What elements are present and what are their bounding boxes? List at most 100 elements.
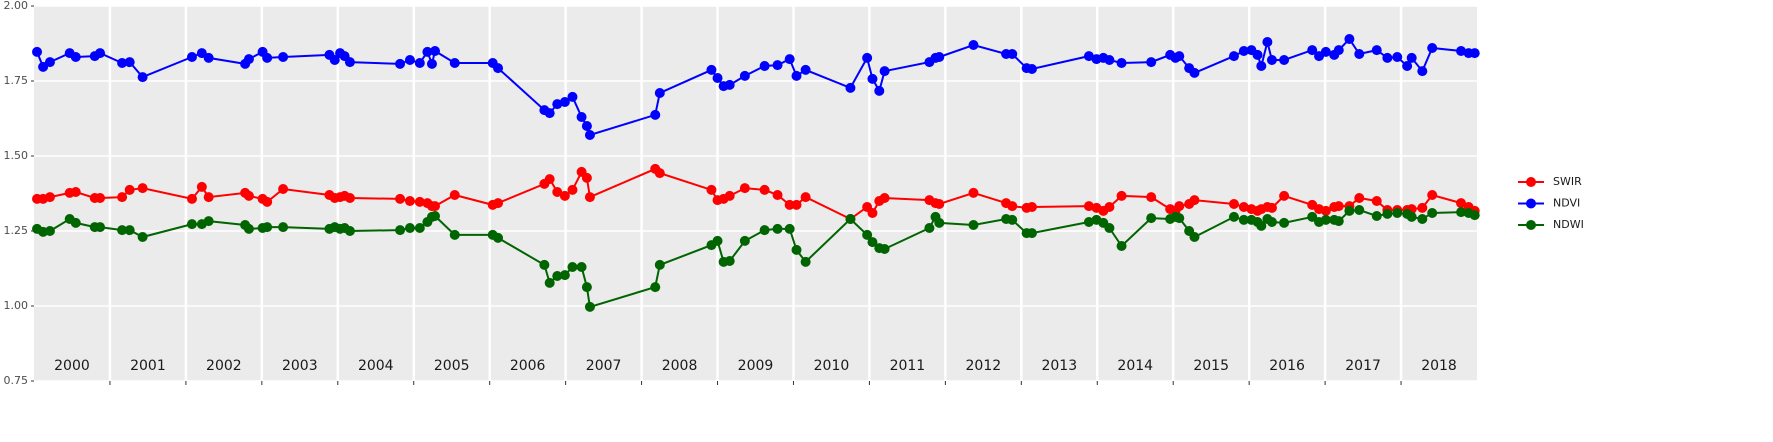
data-point: [1228, 199, 1239, 209]
legend-label: SWIR: [1553, 175, 1582, 188]
data-point: [1469, 210, 1480, 221]
data-point: [430, 211, 441, 221]
data-point: [739, 70, 750, 81]
data-point: [278, 52, 289, 62]
data-point: [791, 70, 802, 81]
data-point: [584, 130, 595, 140]
data-point: [784, 54, 795, 65]
data-point: [426, 58, 437, 69]
data-point: [1228, 211, 1239, 222]
data-point: [117, 192, 128, 203]
data-point: [862, 229, 873, 240]
data-point: [1026, 202, 1037, 212]
data-point: [262, 222, 273, 233]
x-tick-label: 2007: [586, 358, 622, 374]
data-point: [559, 190, 570, 201]
data-point: [395, 193, 406, 204]
data-point: [1402, 61, 1413, 71]
data-point: [414, 58, 425, 68]
x-tick-label: 2011: [890, 358, 926, 374]
data-point: [1307, 211, 1318, 222]
data-point: [968, 187, 979, 198]
data-point: [1279, 55, 1290, 65]
data-point: [262, 196, 273, 207]
data-point: [1333, 45, 1344, 56]
data-point: [772, 190, 783, 200]
data-point: [44, 226, 55, 236]
data-point: [650, 282, 661, 293]
data-point: [1256, 61, 1267, 71]
data-point: [1146, 57, 1157, 68]
data-point: [1026, 228, 1037, 239]
data-point: [404, 223, 415, 233]
data-point: [95, 193, 106, 203]
data-point: [724, 256, 735, 266]
data-point: [581, 282, 592, 293]
data-point: [1104, 55, 1115, 65]
data-point: [544, 174, 555, 185]
data-point: [552, 271, 563, 281]
data-point: [414, 223, 425, 233]
data-point: [278, 184, 289, 194]
data-point: [1417, 202, 1428, 213]
data-point: [759, 225, 770, 236]
data-point: [934, 52, 945, 62]
data-point: [1320, 214, 1331, 225]
data-point: [544, 277, 555, 288]
data-point: [650, 109, 661, 120]
data-point: [186, 193, 197, 204]
x-tick-label: 2008: [662, 358, 698, 374]
data-point: [1344, 34, 1355, 44]
data-point: [1382, 52, 1393, 63]
data-point: [1371, 211, 1382, 221]
data-point: [772, 60, 783, 71]
data-point: [576, 262, 587, 272]
data-point: [879, 193, 890, 203]
data-point: [1146, 213, 1157, 224]
y-tick-label: 2.00: [4, 0, 29, 12]
data-point: [1417, 66, 1428, 77]
data-point: [1026, 64, 1037, 74]
data-point: [759, 61, 770, 71]
data-point: [924, 223, 935, 233]
data-point: [395, 225, 406, 236]
data-point: [559, 97, 570, 107]
data-point: [544, 108, 555, 119]
data-point: [117, 225, 128, 236]
data-point: [1174, 51, 1185, 62]
data-point: [739, 183, 750, 194]
data-point: [1279, 217, 1290, 228]
data-point: [1456, 207, 1467, 218]
data-point: [1266, 217, 1277, 227]
data-point: [706, 184, 717, 195]
data-point: [559, 270, 570, 281]
data-point: [1116, 190, 1127, 201]
data-point: [449, 229, 460, 240]
data-point: [1427, 190, 1438, 200]
data-point: [186, 52, 197, 62]
data-point: [203, 52, 214, 63]
data-point: [1256, 220, 1267, 231]
data-point: [874, 85, 885, 96]
data-point: [712, 235, 723, 246]
data-point: [395, 58, 406, 69]
y-tick-label: 1.50: [4, 149, 29, 162]
data-point: [329, 55, 340, 65]
data-point: [1174, 201, 1185, 212]
legend-label: NDWI: [1553, 218, 1584, 231]
data-point: [867, 208, 878, 218]
data-point: [404, 196, 415, 206]
data-point: [576, 112, 587, 122]
data-point: [1456, 198, 1467, 209]
data-point: [800, 256, 811, 267]
data-point: [654, 88, 665, 98]
x-tick-label: 2005: [434, 358, 470, 374]
data-point: [1427, 43, 1438, 53]
data-point: [1104, 223, 1115, 233]
data-point: [1007, 201, 1018, 212]
plot-panel: [34, 6, 1477, 381]
data-point: [552, 187, 563, 197]
data-point: [124, 225, 135, 236]
data-point: [784, 223, 795, 234]
data-point: [404, 55, 415, 65]
